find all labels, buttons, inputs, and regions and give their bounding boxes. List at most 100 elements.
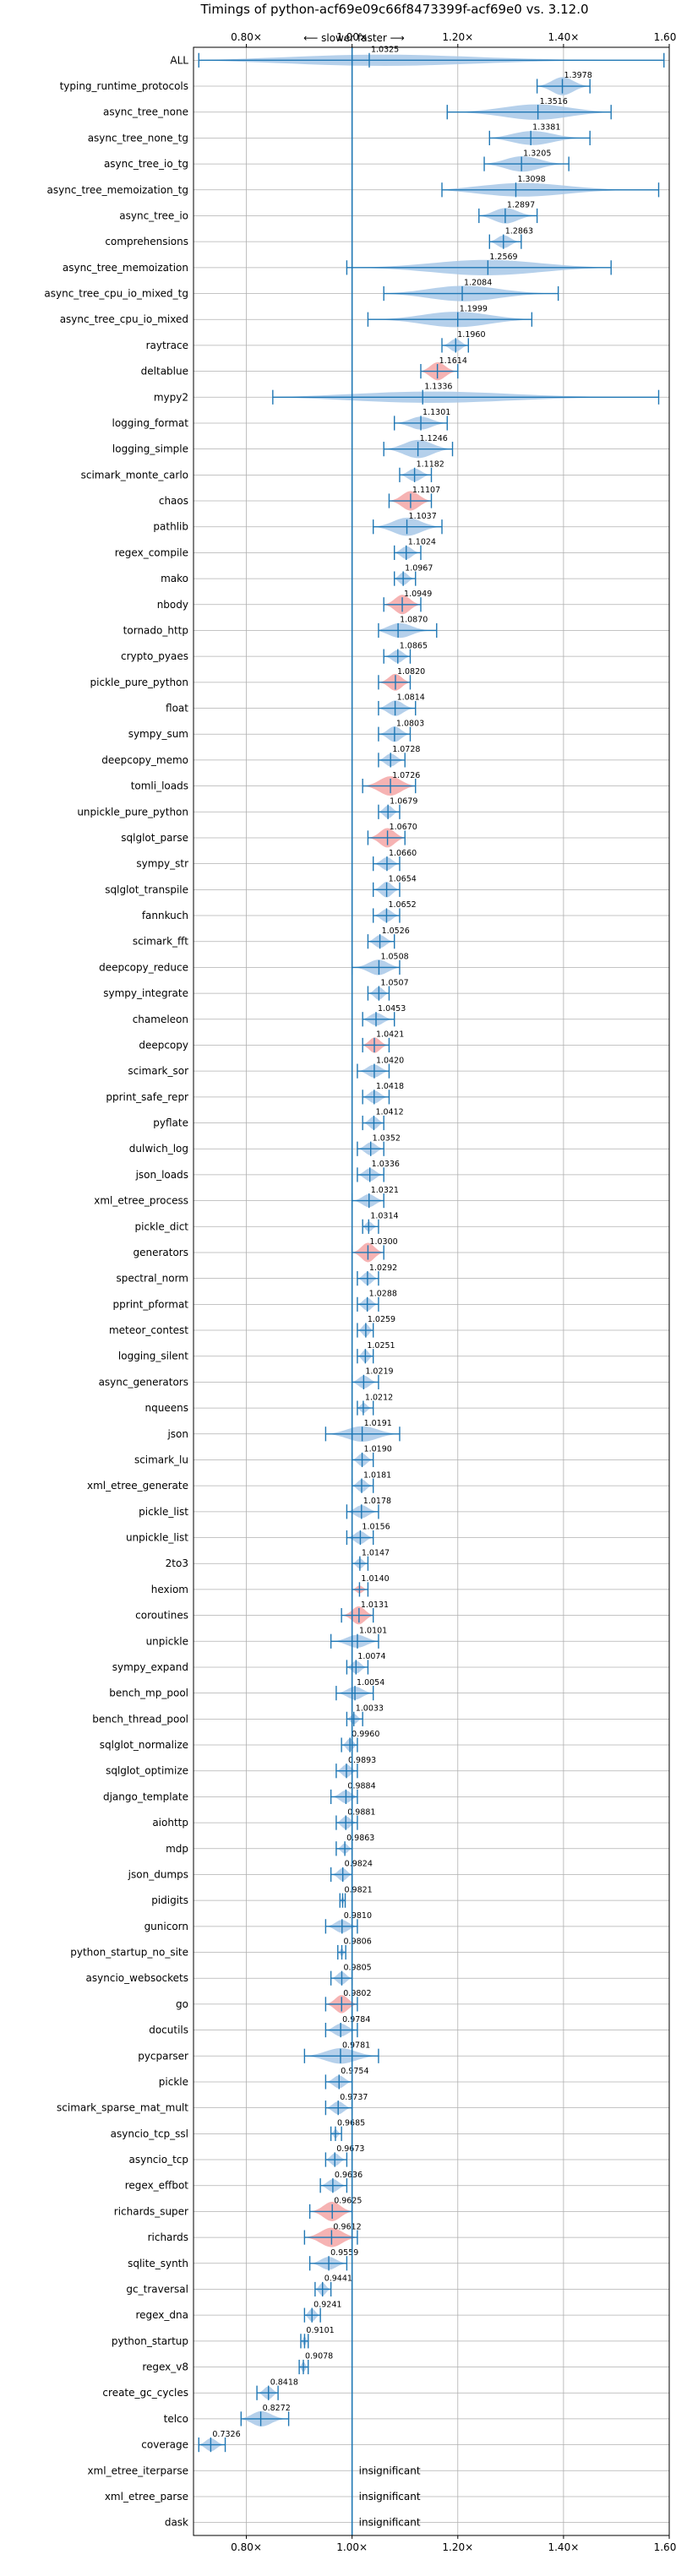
value-label-bench-mp-pool: 1.0054: [357, 1678, 384, 1687]
category-label-json-dumps: json_dumps: [128, 1868, 188, 1880]
value-label-sqlglot-parse: 1.0670: [390, 823, 417, 832]
value-label-docutils: 0.9784: [342, 2015, 370, 2024]
category-label-hexiom: hexiom: [151, 1584, 188, 1595]
category-label-async-tree-none: async_tree_none: [103, 106, 188, 118]
value-label-gunicorn: 0.9810: [344, 1911, 372, 1921]
value-label-coverage: 0.7326: [212, 2430, 240, 2439]
value-label-deepcopy-reduce: 1.0508: [380, 953, 408, 962]
value-label-regex-v8: 0.9078: [305, 2352, 333, 2361]
category-label-async-tree-memoization: async_tree_memoization: [63, 262, 188, 274]
category-label-pprint-pformat: pprint_pformat: [113, 1298, 189, 1310]
category-label-create-gc-cycles: create_gc_cycles: [102, 2387, 188, 2399]
x-tick-label-top: 0.80×: [231, 31, 262, 43]
value-label-django-template: 0.9884: [347, 1782, 375, 1791]
value-label-scimark-lu: 1.0190: [364, 1445, 392, 1454]
category-label-docutils: docutils: [149, 2024, 188, 2036]
category-label-python-startup: python_startup: [112, 2335, 188, 2347]
value-label-pprint-pformat: 1.0288: [369, 1290, 397, 1299]
category-label-deepcopy: deepcopy: [139, 1039, 188, 1051]
category-label-dask: dask: [165, 2517, 188, 2529]
value-label-xml-etree-generate: 1.0181: [363, 1470, 391, 1480]
x-tick-label-top: 1.40×: [548, 31, 579, 43]
category-label-pickle-list: pickle_list: [139, 1506, 188, 1518]
x-tick-label-top: 1.00×: [336, 31, 368, 43]
category-label-django-template: django_template: [103, 1791, 188, 1802]
value-label-telco: 0.8272: [263, 2404, 291, 2413]
category-label-json: json: [166, 1428, 188, 1440]
value-label-meteor-contest: 1.0259: [368, 1315, 395, 1324]
value-label-xml-etree-process: 1.0321: [371, 1186, 399, 1195]
category-label-gc-traversal: gc_traversal: [126, 2283, 188, 2295]
plot-frame: [193, 46, 670, 2536]
category-label-raytrace: raytrace: [146, 340, 188, 351]
category-label-sympy-expand: sympy_expand: [112, 1661, 188, 1673]
value-label-logging-format: 1.1301: [422, 408, 450, 417]
x-tick-label-bottom: 1.40×: [548, 2541, 579, 2553]
chart-title: Timings of python-acf69e09c66f8473399f-a…: [199, 2, 588, 17]
category-label-go: go: [176, 1998, 188, 2010]
category-label-coroutines: coroutines: [135, 1610, 188, 1622]
category-label-deepcopy-reduce: deepcopy_reduce: [99, 961, 188, 973]
category-label-logging-format: logging_format: [112, 417, 188, 429]
category-label-meteor-contest: meteor_contest: [109, 1324, 188, 1336]
category-label-async-tree-none-tg: async_tree_none_tg: [88, 132, 188, 144]
category-label-tornado-http: tornado_http: [123, 624, 188, 636]
value-label-async-tree-memoization: 1.2569: [489, 253, 517, 262]
value-label-async-tree-cpu-io-mixed: 1.1999: [460, 304, 488, 313]
value-label-gc-traversal: 0.9441: [324, 2274, 352, 2284]
category-label-xml-etree-iterparse: xml_etree_iterparse: [87, 2465, 188, 2476]
value-label-async-tree-memoization-tg: 1.3098: [517, 175, 545, 184]
category-label-unpickle-list: unpickle_list: [126, 1532, 188, 1544]
value-label-python-startup-no-site: 0.9806: [344, 1937, 372, 1947]
value-label-chaos: 1.1107: [412, 486, 440, 495]
violin-group: 1.0325 1.3978 1.3516 1.3381 1.3205 1.3098 1.28…: [198, 46, 665, 2529]
value-label-bench-thread-pool: 1.0033: [356, 1704, 384, 1714]
value-label-unpickle: 1.0101: [359, 1626, 387, 1635]
value-label-mako: 1.0967: [405, 563, 433, 573]
category-label-pickle-dict: pickle_dict: [135, 1220, 189, 1232]
value-label-deepcopy: 1.0421: [376, 1030, 404, 1040]
value-label-tomli-loads: 1.0726: [392, 771, 420, 780]
category-label-richards-super: richards_super: [114, 2205, 188, 2217]
value-label-dask: insignificant: [359, 2517, 421, 2529]
category-label-python-startup-no-site: python_startup_no_site: [70, 1947, 188, 1959]
value-label-sqlglot-normalize: 0.9960: [352, 1730, 379, 1739]
category-label-crypto-pyaes: crypto_pyaes: [121, 650, 188, 662]
category-label-async-tree-io-tg: async_tree_io_tg: [104, 158, 188, 170]
value-label-json-dumps: 0.9824: [345, 1860, 373, 1869]
value-label-python-startup: 0.9101: [306, 2326, 334, 2335]
value-label-pycparser: 0.9781: [342, 2041, 370, 2050]
value-label-asyncio-websockets: 0.9805: [343, 1963, 371, 1972]
category-label-json-loads: json_loads: [135, 1169, 188, 1181]
value-label-pprint-safe-repr: 1.0418: [376, 1082, 404, 1091]
value-label-richards: 0.9612: [333, 2222, 361, 2231]
category-label-async-tree-io: async_tree_io: [119, 209, 188, 221]
value-label-dulwich-log: 1.0352: [373, 1133, 401, 1143]
value-label-unpickle-list: 1.0156: [362, 1523, 390, 1532]
category-label-sympy-integrate: sympy_integrate: [103, 987, 188, 999]
value-label-pickle-dict: 1.0314: [370, 1211, 398, 1220]
axes: 0.80× 0.80× 1.00× 1.00× 1.20× 1.20× 1.40× 1.40×…: [193, 31, 676, 2553]
category-label-unpickle: unpickle: [146, 1635, 188, 1647]
value-label-sqlglot-optimize: 0.9893: [348, 1756, 376, 1765]
category-label-pidigits: pidigits: [151, 1894, 188, 1906]
category-label-bench-thread-pool: bench_thread_pool: [92, 1713, 188, 1725]
value-label-pathlib: 1.1037: [409, 512, 437, 521]
value-label-async-tree-none: 1.3516: [540, 97, 568, 106]
category-label-mdp: mdp: [166, 1843, 188, 1855]
category-label-aiohttp: aiohttp: [152, 1817, 188, 1829]
category-label-xml-etree-generate: xml_etree_generate: [87, 1480, 188, 1492]
value-label-xml-etree-iterparse: insignificant: [359, 2465, 421, 2476]
value-label-logging-simple: 1.1246: [420, 434, 448, 443]
value-label-go: 0.9802: [343, 1989, 371, 1998]
value-label-deltablue: 1.1614: [439, 356, 467, 366]
category-label-spectral-norm: spectral_norm: [116, 1273, 188, 1285]
category-label-2to3: 2to3: [166, 1557, 188, 1569]
value-label-2to3: 1.0147: [362, 1548, 390, 1557]
category-label-pyflate: pyflate: [153, 1117, 188, 1129]
value-label-create-gc-cycles: 0.8418: [270, 2378, 298, 2387]
category-label-nqueens: nqueens: [145, 1402, 188, 1414]
value-label-async-tree-io: 1.2897: [507, 201, 535, 210]
category-label-comprehensions: comprehensions: [105, 236, 188, 247]
category-label-deltablue: deltablue: [141, 366, 188, 378]
